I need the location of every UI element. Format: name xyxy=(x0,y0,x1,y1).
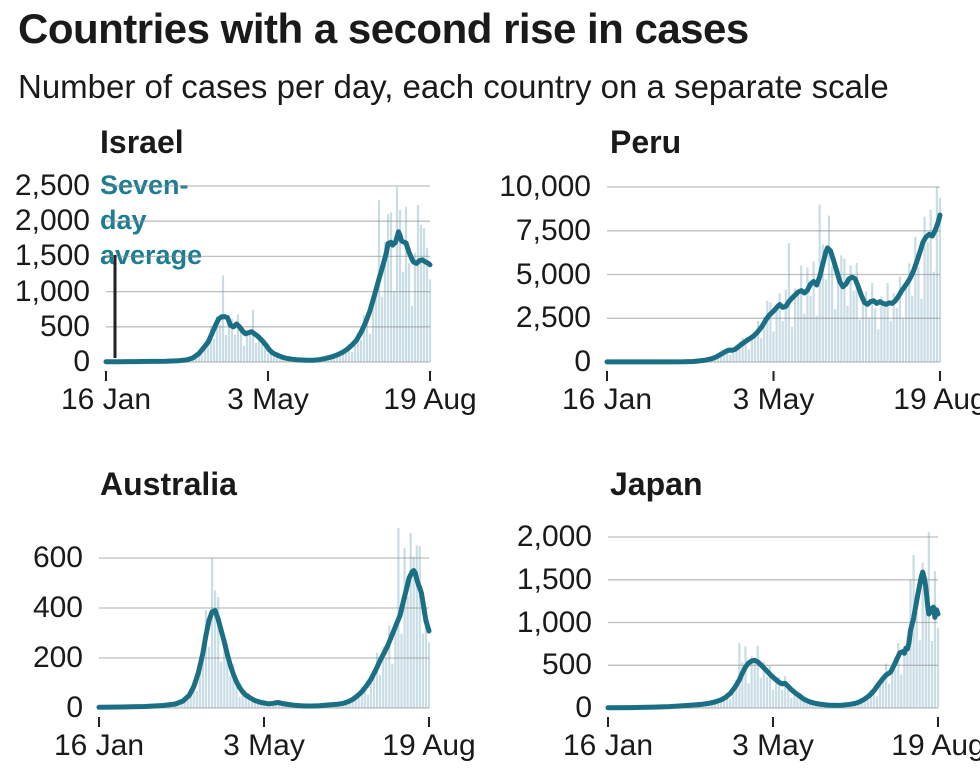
israel-x-tick-label: 16 Jan xyxy=(60,383,152,416)
australia-chart xyxy=(96,528,432,727)
japan-x-tick-marks xyxy=(607,717,939,727)
israel-y-tick-label: 2,500 xyxy=(14,169,90,202)
australia-y-tick-label: 200 xyxy=(32,641,83,674)
israel-chart xyxy=(103,185,433,381)
peru-x-tick-marks xyxy=(606,371,941,381)
peru-chart xyxy=(604,186,943,381)
chart-title-japan: Japan xyxy=(610,466,703,502)
japan-x-tick-label: 19 Aug xyxy=(891,729,980,762)
peru-y-tick-label: 10,000 xyxy=(499,170,591,203)
japan-y-tick-label: 1,000 xyxy=(516,605,592,639)
australia-y-tick-label: 600 xyxy=(32,541,83,574)
japan-x-tick-label: 16 Jan xyxy=(562,729,654,762)
israel-x-tick-marks xyxy=(105,371,431,381)
peru-x-tick-label: 16 Jan xyxy=(561,383,653,416)
israel-y-tick-label: 500 xyxy=(39,309,90,343)
israel-y-tick-label: 1,000 xyxy=(14,274,90,308)
israel-x-tick-label: 3 May xyxy=(227,383,309,416)
peru-seven-day-average-line xyxy=(604,212,943,365)
israel-y-tick-label: 0 xyxy=(73,345,90,378)
israel-x-tick-label: 19 Aug xyxy=(383,383,477,416)
australia-daily-case-bars xyxy=(97,528,431,709)
australia-seven-day-average-line xyxy=(96,568,432,710)
australia-y-tick-label: 0 xyxy=(66,691,83,724)
israel-y-tick-label: 1,500 xyxy=(14,239,90,273)
australia-x-tick-marks xyxy=(98,717,430,727)
peru-x-tick-label: 19 Aug xyxy=(893,383,980,416)
chart-title-israel: Israel xyxy=(100,124,184,160)
japan-y-tick-label: 1,500 xyxy=(516,562,592,596)
israel-daily-case-bars xyxy=(146,187,432,362)
peru-y-tick-label: 0 xyxy=(574,345,591,378)
japan-chart xyxy=(605,531,941,727)
japan-x-tick-label: 3 May xyxy=(732,729,814,762)
page-subtitle: Number of cases per day, each country on… xyxy=(18,68,889,105)
japan-y-tick-label: 2,000 xyxy=(516,520,592,553)
chart-title-peru: Peru xyxy=(610,124,682,160)
chart-title-australia: Australia xyxy=(100,466,237,502)
israel-seven-day-average-line xyxy=(103,229,433,365)
peru-x-tick-label: 3 May xyxy=(732,383,815,416)
australia-x-tick-label: 16 Jan xyxy=(53,729,145,762)
australia-y-tick-label: 400 xyxy=(32,591,83,624)
japan-daily-case-bars xyxy=(640,531,940,709)
page-title: Countries with a second rise in cases xyxy=(18,5,749,52)
seven-day-average-legend-label: Seven-day average xyxy=(100,170,203,270)
japan-y-tick-label: 500 xyxy=(541,648,592,682)
israel-y-tick-label: 2,000 xyxy=(14,204,90,238)
peru-y-tick-label: 2,500 xyxy=(515,301,591,335)
peru-daily-case-bars xyxy=(692,187,942,363)
australia-x-tick-label: 19 Aug xyxy=(382,729,476,762)
japan-y-tick-label: 0 xyxy=(575,691,592,724)
peru-y-tick-label: 7,500 xyxy=(515,213,591,247)
peru-y-tick-label: 5,000 xyxy=(515,257,591,291)
australia-x-tick-label: 3 May xyxy=(223,729,305,762)
japan-gridlines xyxy=(608,536,938,709)
peru-gridlines xyxy=(607,186,940,363)
japan-seven-day-average-line xyxy=(605,569,941,711)
